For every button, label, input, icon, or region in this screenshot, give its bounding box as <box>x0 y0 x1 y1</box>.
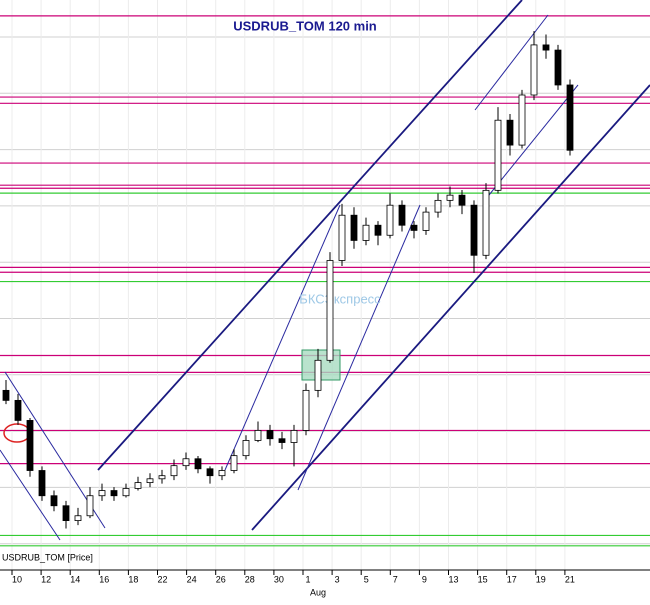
trend-line <box>297 204 421 491</box>
candle-body <box>158 475 166 480</box>
candle-body <box>230 455 238 471</box>
x-tick-label: 18 <box>128 574 138 584</box>
x-tick-label: 9 <box>422 574 427 584</box>
trend-line <box>97 0 523 471</box>
candle-body <box>2 389 10 401</box>
trend-line <box>251 84 650 531</box>
x-axis-labels: 10 12 14 16 18 22 24 26 28 30 1 3 5 7 9 13 15 17 19 21 <box>11 570 575 584</box>
candle-body <box>530 44 538 96</box>
candle-body <box>134 482 142 489</box>
x-tick-label: 28 <box>245 574 255 584</box>
candle-body <box>278 438 286 443</box>
x-tick-label: 15 <box>478 574 488 584</box>
trend-line <box>474 14 549 111</box>
x-tick-label: 26 <box>216 574 226 584</box>
series-label: USDRUB_TOM [Price] <box>2 552 93 562</box>
x-tick-label: 14 <box>70 574 80 584</box>
candle-body <box>62 505 70 521</box>
x-tick-label: 24 <box>187 574 197 584</box>
x-tick-label: 21 <box>565 574 575 584</box>
x-tick-label: 5 <box>364 574 369 584</box>
candle-body <box>170 465 178 477</box>
candle-body <box>182 458 190 467</box>
x-tick-label: 22 <box>157 574 167 584</box>
x-tick-label: 1 <box>305 574 310 584</box>
candle-body <box>86 495 94 517</box>
candle-body <box>290 430 298 443</box>
x-tick-label: 7 <box>393 574 398 584</box>
candle-body <box>254 430 262 441</box>
candle-body <box>194 458 202 470</box>
candle-body <box>122 488 130 497</box>
candle-body <box>98 490 106 497</box>
x-tick-label: 10 <box>12 574 22 584</box>
candle-body <box>410 224 418 231</box>
candle-body <box>50 495 58 507</box>
candle-body <box>242 440 250 457</box>
watermark: БКСЭкспресс <box>299 291 381 306</box>
candle-body <box>494 119 502 191</box>
trend-line <box>0 449 61 541</box>
x-tick-label: 17 <box>507 574 517 584</box>
candles <box>2 31 574 529</box>
x-tick-label: 3 <box>335 574 340 584</box>
x-tick-label: 30 <box>274 574 284 584</box>
levels <box>0 15 650 547</box>
candle-body <box>146 478 154 483</box>
candle-body <box>422 211 430 231</box>
candle-body <box>374 224 382 236</box>
month-label: Aug <box>310 587 326 597</box>
chart-title: USDRUB_TOM 120 min <box>233 18 377 33</box>
x-tick-label: 13 <box>448 574 458 584</box>
candle-body <box>326 260 334 361</box>
candle-body <box>350 214 358 241</box>
candle-body <box>386 204 394 236</box>
x-tick-label: 19 <box>536 574 546 584</box>
candle-body <box>482 189 490 256</box>
candle-body <box>362 224 370 241</box>
candle-body <box>266 430 274 440</box>
candle-body <box>458 194 466 206</box>
candle-body <box>338 214 346 261</box>
candle-body <box>218 470 226 477</box>
trend-lines <box>97 0 650 531</box>
candle-body <box>398 204 406 226</box>
candle-body <box>14 399 22 421</box>
candle-body <box>506 119 514 146</box>
candle-body <box>434 199 442 213</box>
trend-line <box>224 204 341 471</box>
candle-body <box>470 204 478 256</box>
candle-body <box>446 194 454 201</box>
candle-body <box>554 49 562 86</box>
candle-body <box>26 420 34 471</box>
candle-body <box>314 359 322 391</box>
candle-body <box>38 470 46 497</box>
candle-body <box>518 94 526 146</box>
x-tick-label: 12 <box>41 574 51 584</box>
candle-body <box>74 515 82 521</box>
x-tick-label: 16 <box>99 574 109 584</box>
trend-lines-thin <box>0 14 579 541</box>
candle-body <box>542 44 550 51</box>
candle-body <box>302 389 310 431</box>
candle-body <box>566 84 574 151</box>
candle-body <box>206 468 214 477</box>
candle-body <box>110 490 118 497</box>
